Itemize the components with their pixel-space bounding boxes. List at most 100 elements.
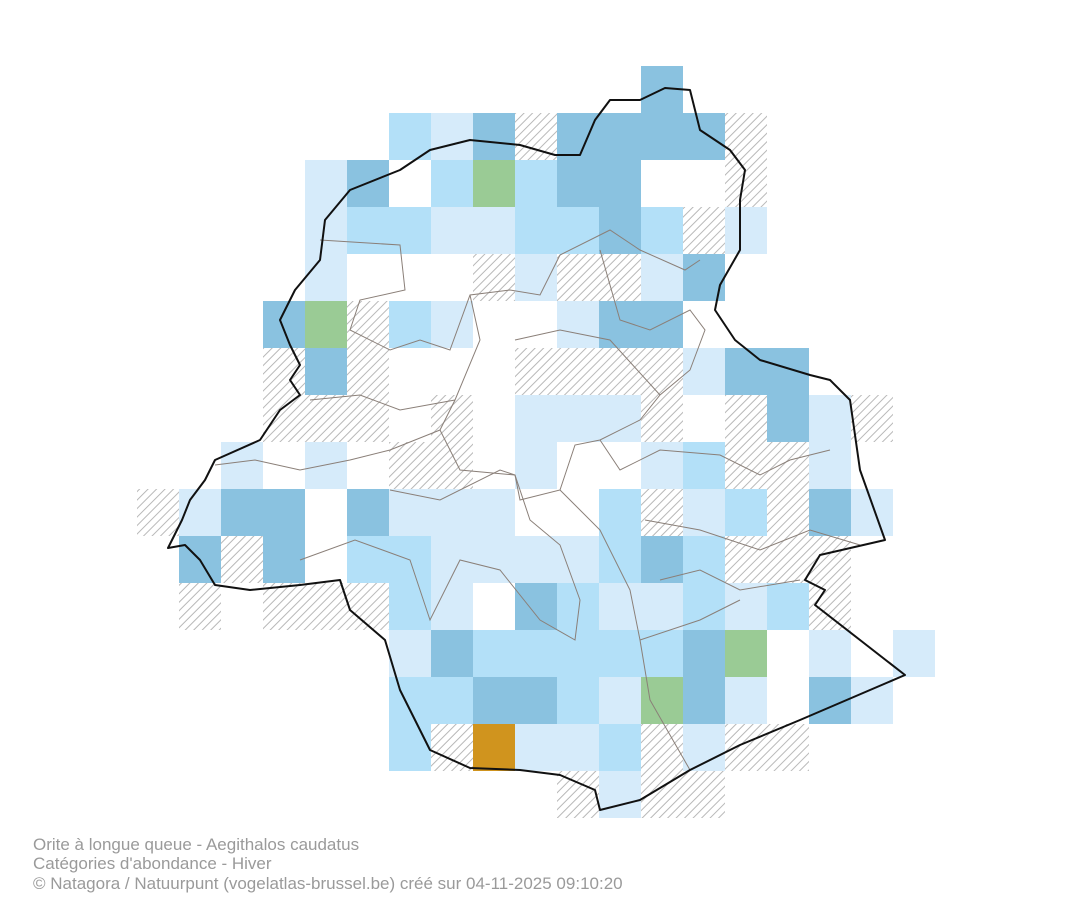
grid-cell bbox=[557, 254, 599, 301]
grid-cell bbox=[851, 677, 893, 724]
grid-cell bbox=[305, 301, 347, 348]
grid-cell bbox=[767, 348, 809, 395]
grid-cell bbox=[431, 160, 473, 207]
grid-cell bbox=[221, 442, 263, 489]
grid-cell bbox=[641, 677, 683, 724]
grid-cell bbox=[767, 395, 809, 442]
grid-cell bbox=[515, 254, 557, 301]
grid-cell bbox=[263, 395, 305, 442]
grid-cell bbox=[389, 442, 431, 489]
grid-cell bbox=[725, 348, 767, 395]
grid-cell bbox=[767, 442, 809, 489]
grid-cell bbox=[767, 536, 809, 583]
grid-cell bbox=[347, 207, 389, 254]
grid-cell bbox=[515, 536, 557, 583]
region-outline bbox=[167, 87, 906, 811]
grid-cell bbox=[515, 630, 557, 677]
grid-cell bbox=[263, 301, 305, 348]
grid-cell bbox=[473, 536, 515, 583]
grid-cell bbox=[515, 160, 557, 207]
grid-cell bbox=[431, 677, 473, 724]
grid-cell bbox=[389, 630, 431, 677]
grid-cell bbox=[347, 583, 389, 630]
grid-cell bbox=[515, 583, 557, 630]
grid-cell bbox=[473, 630, 515, 677]
grid-cell bbox=[767, 583, 809, 630]
grid-cell bbox=[305, 207, 347, 254]
grid-cell bbox=[431, 207, 473, 254]
grid-cell bbox=[599, 771, 641, 818]
grid-cell bbox=[725, 677, 767, 724]
grid-cell bbox=[599, 348, 641, 395]
grid-cell bbox=[305, 583, 347, 630]
grid-cell bbox=[599, 630, 641, 677]
grid-cell bbox=[725, 207, 767, 254]
grid-cell bbox=[431, 489, 473, 536]
grid-cell bbox=[473, 207, 515, 254]
grid-cell bbox=[473, 724, 515, 771]
grid-cell bbox=[515, 724, 557, 771]
grid-cell bbox=[473, 489, 515, 536]
grid-cell bbox=[725, 583, 767, 630]
grid-cell bbox=[683, 489, 725, 536]
grid-cell bbox=[347, 395, 389, 442]
grid-cell bbox=[809, 630, 851, 677]
grid-cell bbox=[431, 442, 473, 489]
grid-cell bbox=[515, 207, 557, 254]
grid-cell bbox=[305, 160, 347, 207]
grid-cell bbox=[221, 536, 263, 583]
grid-cell bbox=[263, 348, 305, 395]
grid-cell bbox=[599, 677, 641, 724]
grid-cell bbox=[641, 489, 683, 536]
grid-cell bbox=[515, 442, 557, 489]
grid-cell bbox=[179, 583, 221, 630]
grid-cell bbox=[599, 160, 641, 207]
grid-cell bbox=[473, 160, 515, 207]
grid-cell bbox=[221, 489, 263, 536]
grid-cell bbox=[515, 113, 557, 160]
grid-cell bbox=[473, 254, 515, 301]
grid-cell bbox=[473, 677, 515, 724]
grid-cell bbox=[305, 395, 347, 442]
credit-caption: © Natagora / Natuurpunt (vogelatlas-brus… bbox=[33, 874, 623, 893]
grid-cell bbox=[641, 442, 683, 489]
grid-cell bbox=[683, 536, 725, 583]
grid-cell bbox=[641, 113, 683, 160]
grid-cell bbox=[599, 536, 641, 583]
grid-cell bbox=[347, 348, 389, 395]
grid-cell bbox=[557, 630, 599, 677]
grid-cell bbox=[641, 724, 683, 771]
grid-cell bbox=[431, 724, 473, 771]
grid-cell bbox=[431, 395, 473, 442]
grid-cell bbox=[431, 113, 473, 160]
grid-cell bbox=[515, 677, 557, 724]
grid-cell bbox=[599, 113, 641, 160]
grid-cell bbox=[557, 771, 599, 818]
grid-cell bbox=[725, 630, 767, 677]
grid-cell bbox=[599, 395, 641, 442]
grid-cell bbox=[683, 630, 725, 677]
grid-cell bbox=[137, 489, 179, 536]
grid-cell bbox=[557, 160, 599, 207]
grid-cell bbox=[305, 254, 347, 301]
grid-cell bbox=[683, 113, 725, 160]
grid-cell bbox=[389, 583, 431, 630]
grid-cell bbox=[809, 489, 851, 536]
grid-cell bbox=[809, 536, 851, 583]
grid-cell bbox=[305, 348, 347, 395]
grid-cell bbox=[347, 489, 389, 536]
grid-cell bbox=[809, 442, 851, 489]
grid-cell bbox=[641, 348, 683, 395]
municipality-borders bbox=[214, 229, 861, 771]
grid-cell bbox=[767, 489, 809, 536]
grid-cell bbox=[725, 442, 767, 489]
grid-cell bbox=[431, 630, 473, 677]
grid-cell bbox=[557, 583, 599, 630]
grid-cell bbox=[347, 301, 389, 348]
grid-cell bbox=[389, 724, 431, 771]
grid-cell bbox=[389, 301, 431, 348]
grid-cell bbox=[557, 677, 599, 724]
grid-cell bbox=[641, 536, 683, 583]
grid-cell bbox=[389, 677, 431, 724]
